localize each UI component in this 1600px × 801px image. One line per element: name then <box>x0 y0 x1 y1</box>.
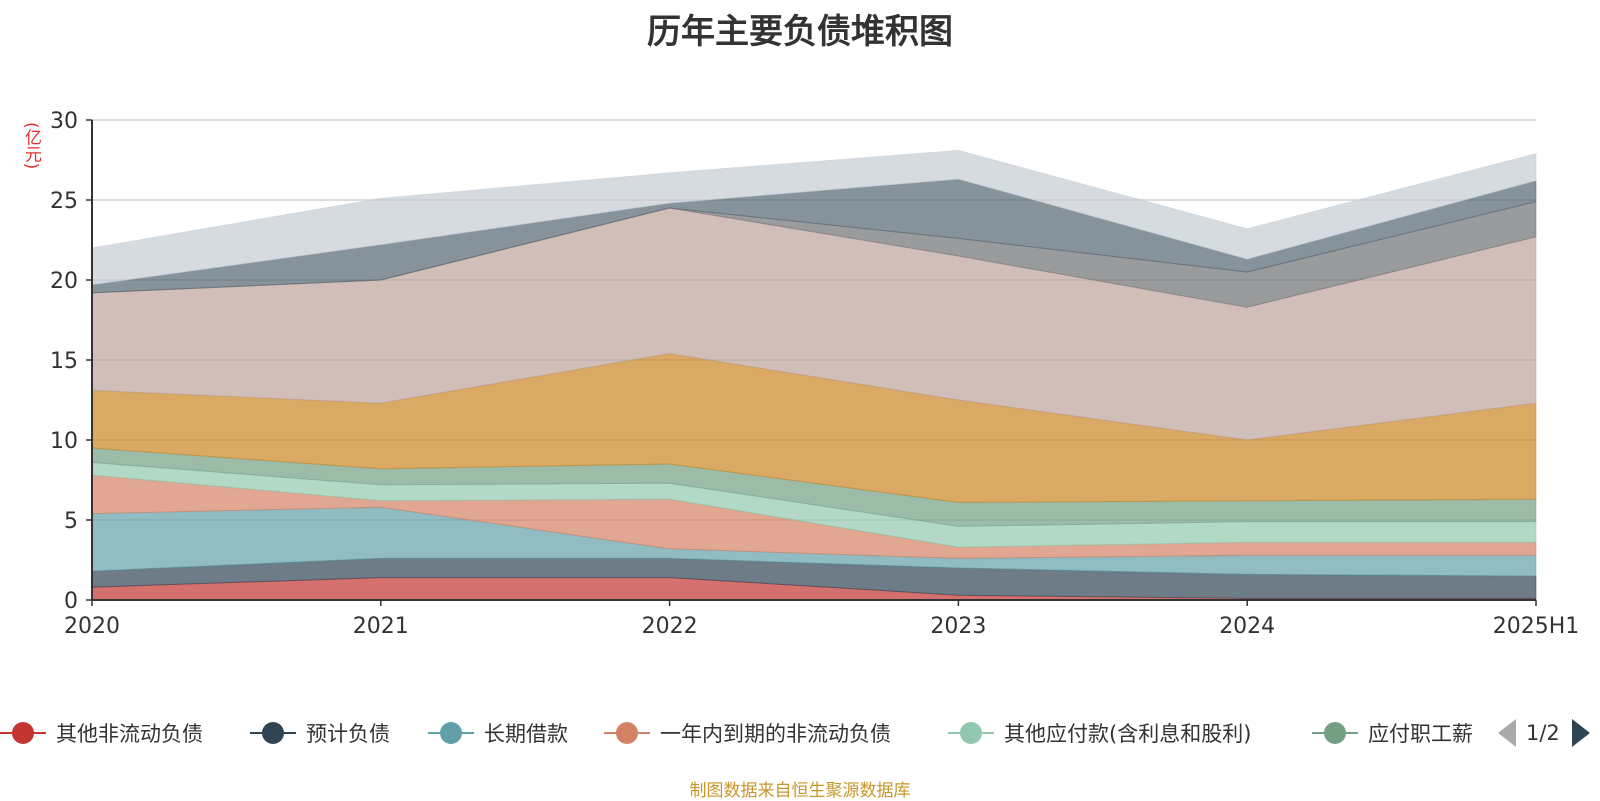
x-tick-label: 2022 <box>642 614 698 639</box>
y-axis-unit: (亿元) <box>21 122 41 170</box>
legend-item[interactable]: 其他非流动负债 <box>0 716 203 750</box>
legend-item[interactable]: 预计负债 <box>250 716 390 750</box>
x-tick-label: 2023 <box>930 614 986 639</box>
legend-label: 一年内到期的非流动负债 <box>660 722 891 746</box>
legend-marker-icon <box>0 719 46 747</box>
triangle-left-icon[interactable] <box>1498 719 1516 747</box>
y-tick-label: 25 <box>50 189 78 214</box>
y-tick-label: 30 <box>50 109 78 134</box>
y-tick-label: 10 <box>50 429 78 454</box>
x-tick-label: 2021 <box>353 614 409 639</box>
y-tick-label: 5 <box>64 509 78 534</box>
y-tick-label: 20 <box>50 269 78 294</box>
legend-item[interactable]: 一年内到期的非流动负债 <box>604 716 891 750</box>
y-tick-label: 0 <box>64 589 78 614</box>
x-tick-label: 2020 <box>64 614 120 639</box>
legend-page-indicator: 1/2 <box>1526 721 1560 745</box>
legend-item[interactable]: 长期借款 <box>428 716 568 750</box>
legend-marker-icon <box>250 719 296 747</box>
area-series <box>91 149 1537 601</box>
y-tick-label: 15 <box>50 349 78 374</box>
legend-label: 应付职工薪 <box>1368 722 1473 746</box>
x-tick-label: 2024 <box>1219 614 1275 639</box>
triangle-right-icon[interactable] <box>1571 719 1590 747</box>
legend-pager: 1/2 <box>1498 716 1590 750</box>
legend: 其他非流动负债 预计负债 长期借款 一年内到期的非流动负债 其他应付款(含利息和股利) 应… <box>0 716 1480 750</box>
legend-label: 其他应付款(含利息和股利) <box>1004 722 1252 746</box>
legend-marker-icon <box>1312 719 1358 747</box>
legend-marker-icon <box>604 719 650 747</box>
legend-label: 长期借款 <box>484 722 568 746</box>
legend-marker-icon <box>948 719 994 747</box>
chart-title: 历年主要负债堆积图 <box>647 12 953 52</box>
legend-label: 预计负债 <box>306 722 390 746</box>
stacked-area-chart: 0 5 10 15 20 25 30 2020 2021 2022 2023 2024 2025H1 <box>50 109 1579 639</box>
data-source-note: 制图数据来自恒生聚源数据库 <box>689 781 911 801</box>
legend-item[interactable]: 其他应付款(含利息和股利) <box>948 716 1251 750</box>
area-series <box>91 149 1537 286</box>
legend-marker-icon <box>428 719 474 747</box>
legend-item[interactable]: 应付职工薪 <box>1312 716 1473 750</box>
axes: 0 5 10 15 20 25 30 2020 2021 2022 2023 2024 2025H1 <box>50 109 1579 639</box>
x-tick-label: 2025H1 <box>1493 614 1580 639</box>
legend-label: 其他非流动负债 <box>56 722 203 746</box>
